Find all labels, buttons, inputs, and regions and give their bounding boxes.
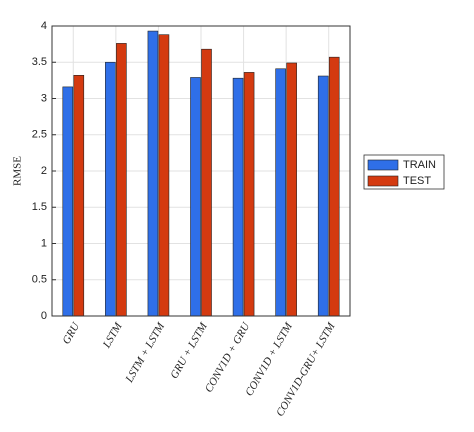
bar	[147, 30, 159, 317]
plot-border	[51, 25, 351, 317]
y-tick-label: 3	[41, 92, 47, 104]
legend-label: TEST	[403, 175, 431, 187]
y-tick-label: 4	[41, 20, 47, 32]
y-tick-label: 1	[41, 237, 47, 249]
bar	[317, 75, 329, 317]
legend-swatch	[367, 175, 399, 187]
bar	[275, 68, 286, 317]
bar	[286, 62, 297, 317]
bar	[116, 43, 127, 317]
bar	[243, 72, 255, 317]
bar	[62, 86, 74, 317]
bar	[232, 77, 244, 317]
y-axis-label: RMSE	[12, 156, 24, 186]
y-tick-label: 2	[41, 165, 47, 177]
bar	[158, 34, 170, 317]
y-tick-label: 3.5	[32, 56, 47, 68]
bar	[105, 61, 116, 317]
legend-label: TRAIN	[403, 159, 436, 171]
y-tick-label: 0	[41, 310, 47, 322]
y-tick-label: 0.5	[32, 274, 47, 286]
bar	[190, 77, 201, 317]
legend-swatch	[367, 159, 399, 171]
y-tick-label: 2.5	[32, 129, 47, 141]
bar	[328, 56, 340, 317]
bar	[73, 75, 85, 317]
bar	[201, 48, 212, 317]
y-tick-label: 1.5	[32, 201, 47, 213]
